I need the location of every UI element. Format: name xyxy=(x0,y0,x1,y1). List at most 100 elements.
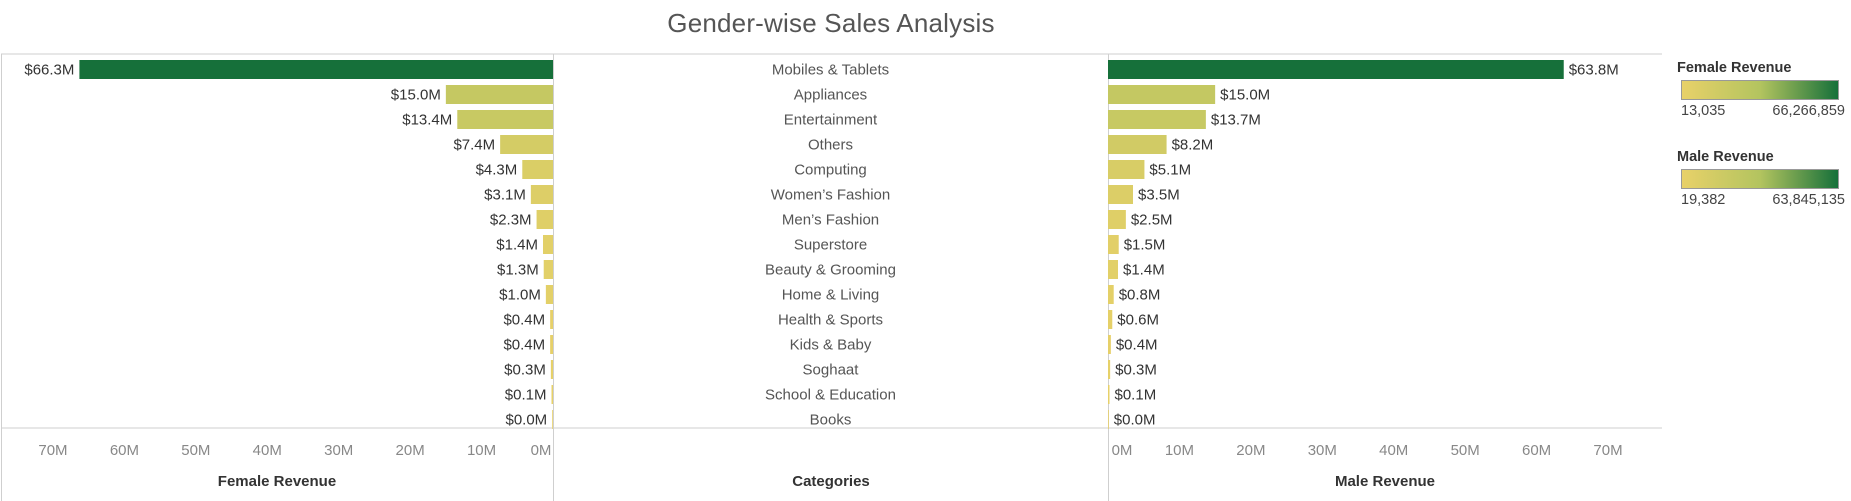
female-data-labels: $66.3M $15.0M $13.4M$7.4M $4.3M $3.1M $2.3M $1… xyxy=(24,62,547,429)
male-data-label: $0.3M xyxy=(1115,362,1157,379)
male-data-labels: $63.8M $15.0M $13.7M $8.2M $5.1M $3.5M $2.5M $1… xyxy=(1114,62,1619,429)
category-label: Beauty & Grooming xyxy=(765,262,896,279)
female-data-label: $1.0M xyxy=(499,287,541,304)
female-bar xyxy=(457,110,553,129)
male-legend-min: 19,382 xyxy=(1681,192,1726,208)
male-data-label: $0.0M xyxy=(1114,412,1156,429)
male-data-label: $0.1M xyxy=(1115,387,1157,404)
female-bar xyxy=(552,410,553,429)
male-bar xyxy=(1108,385,1110,404)
male-data-label: $1.4M xyxy=(1123,262,1165,279)
male-bar xyxy=(1108,260,1119,279)
female-data-label: $2.3M xyxy=(490,212,532,229)
female-bar xyxy=(550,310,553,329)
male-axis-tick: 40M xyxy=(1379,442,1408,459)
male-bar xyxy=(1108,60,1564,79)
female-bar xyxy=(545,285,553,304)
male-data-label: $1.5M xyxy=(1124,237,1166,254)
category-label: Entertainment xyxy=(784,112,878,129)
female-axis-tick: 50M xyxy=(181,442,210,459)
female-axis-title: Female Revenue xyxy=(218,473,336,490)
male-data-label: $0.8M xyxy=(1119,287,1161,304)
female-data-label: $13.4M xyxy=(402,112,452,129)
category-label: School & Education xyxy=(765,387,896,404)
female-bars xyxy=(79,60,553,429)
female-bar xyxy=(551,385,553,404)
female-data-label: $1.3M xyxy=(497,262,539,279)
male-bar xyxy=(1108,235,1119,254)
male-axis-tick: 60M xyxy=(1522,442,1551,459)
category-label: Men’s Fashion xyxy=(782,212,879,229)
female-data-label: $3.1M xyxy=(484,187,526,204)
female-bar xyxy=(500,135,553,154)
female-bar xyxy=(536,210,553,229)
male-axis-ticks: 0M 10M 20M 30M 40M 50M 60M 70M xyxy=(1112,442,1623,459)
chart-title: Gender-wise Sales Analysis xyxy=(667,8,995,38)
female-color-legend: Female Revenue 13,035 66,266,859 xyxy=(1677,60,1847,119)
category-label: Others xyxy=(808,137,853,154)
category-axis-title: Categories xyxy=(792,473,870,490)
male-bar xyxy=(1108,135,1167,154)
male-axis-tick: 70M xyxy=(1593,442,1622,459)
female-bar xyxy=(79,60,553,79)
category-label: Health & Sports xyxy=(778,312,883,329)
male-axis-tick: 10M xyxy=(1165,442,1194,459)
female-legend-min: 13,035 xyxy=(1681,103,1726,119)
male-bars xyxy=(1108,60,1564,429)
male-data-label: $15.0M xyxy=(1220,87,1270,104)
female-data-label: $0.4M xyxy=(503,312,545,329)
male-data-label: $0.6M xyxy=(1117,312,1159,329)
female-bar xyxy=(542,235,553,254)
male-data-label: $8.2M xyxy=(1172,137,1214,154)
male-bar xyxy=(1108,310,1113,329)
female-axis-tick: 20M xyxy=(396,442,425,459)
female-data-label: $15.0M xyxy=(391,87,441,104)
category-label: Women’s Fashion xyxy=(771,187,891,204)
male-legend-color-ramp xyxy=(1681,169,1839,189)
female-data-label: $4.3M xyxy=(476,162,518,179)
female-data-label: $0.4M xyxy=(503,337,545,354)
category-label: Mobiles & Tablets xyxy=(772,62,889,79)
category-label: Soghaat xyxy=(803,362,860,379)
male-bar xyxy=(1108,185,1134,204)
male-axis-tick: 50M xyxy=(1451,442,1480,459)
male-bar xyxy=(1108,360,1111,379)
male-bar xyxy=(1108,335,1111,354)
category-labels: Mobiles & Tablets Appliances Entertainment… xyxy=(765,62,896,429)
male-data-label: $0.4M xyxy=(1116,337,1158,354)
female-data-label: $7.4M xyxy=(453,137,495,154)
male-data-label: $3.5M xyxy=(1138,187,1180,204)
male-legend-max: 63,845,135 xyxy=(1772,192,1845,208)
female-bar xyxy=(550,335,553,354)
male-bar xyxy=(1108,85,1216,104)
male-axis-tick: 20M xyxy=(1236,442,1265,459)
male-bar xyxy=(1108,160,1145,179)
chart-frame xyxy=(1,53,1662,501)
category-label: Appliances xyxy=(794,87,867,104)
female-axis-tick: 60M xyxy=(110,442,139,459)
female-bar xyxy=(445,85,553,104)
male-bar xyxy=(1108,210,1126,229)
female-data-label: $1.4M xyxy=(496,237,538,254)
female-axis-ticks: 70M 60M 50M 40M 30M 20M 10M 0M xyxy=(38,442,551,459)
female-bar xyxy=(543,260,553,279)
female-bar xyxy=(530,185,553,204)
female-data-label: $0.1M xyxy=(505,387,547,404)
female-legend-max: 66,266,859 xyxy=(1772,103,1845,119)
category-label: Books xyxy=(810,412,852,429)
female-bar xyxy=(522,160,553,179)
male-bar xyxy=(1108,410,1109,429)
male-data-label: $5.1M xyxy=(1149,162,1191,179)
female-data-label: $0.0M xyxy=(505,412,547,429)
category-label: Computing xyxy=(794,162,867,179)
male-data-label: $63.8M xyxy=(1569,62,1619,79)
male-data-label: $2.5M xyxy=(1131,212,1173,229)
category-label: Superstore xyxy=(794,237,867,254)
male-bar xyxy=(1108,285,1114,304)
female-axis-tick: 70M xyxy=(38,442,67,459)
category-label: Home & Living xyxy=(782,287,880,304)
female-legend-color-ramp xyxy=(1681,80,1839,100)
female-data-label: $0.3M xyxy=(504,362,546,379)
diverging-bar-chart: $66.3M $15.0M $13.4M$7.4M $4.3M $3.1M $2.3M $1… xyxy=(1,53,1662,501)
female-axis-tick: 30M xyxy=(324,442,353,459)
